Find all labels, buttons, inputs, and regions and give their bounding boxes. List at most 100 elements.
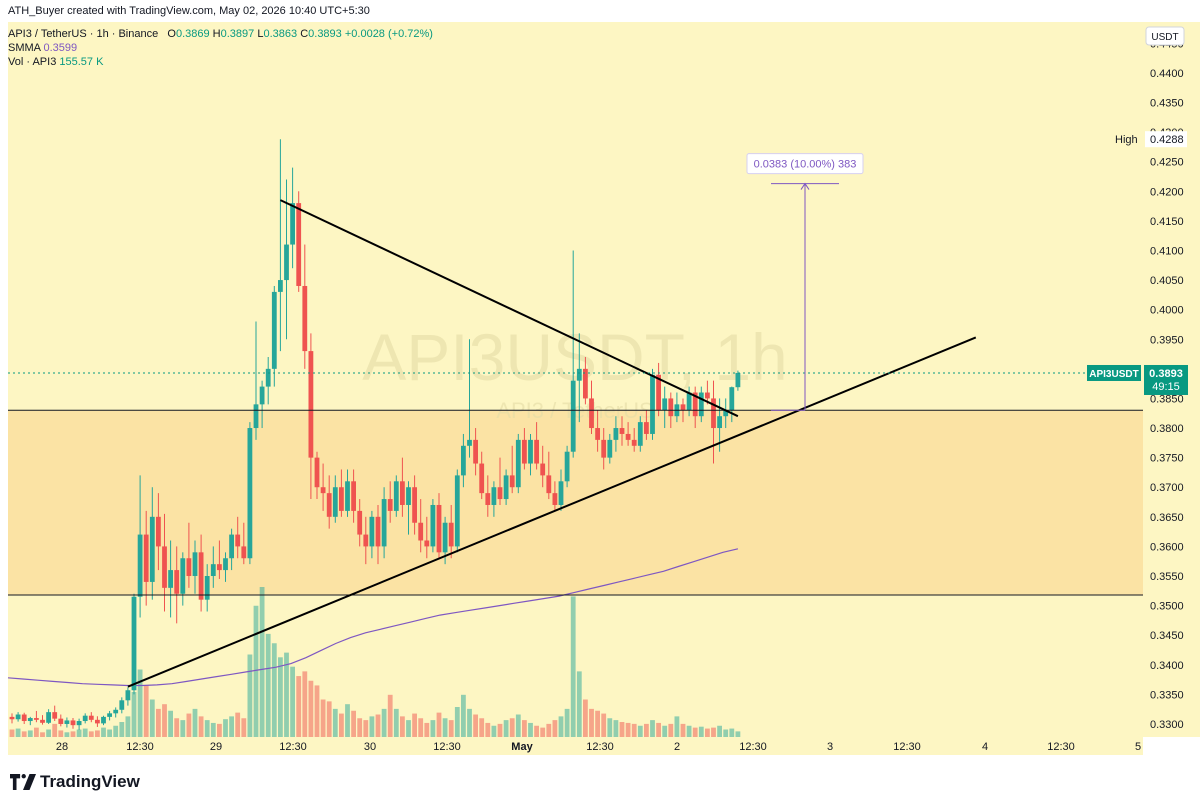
volume-bar (503, 720, 509, 737)
candles (9, 139, 741, 730)
candle-body (625, 433, 631, 440)
candle-body (558, 481, 564, 505)
volume-bar (461, 694, 466, 737)
candle-body (534, 439, 539, 464)
volume-bar (424, 722, 430, 737)
candle-body (369, 516, 375, 547)
volume-bar (229, 716, 234, 737)
volume-bar (345, 704, 350, 737)
symbol-line[interactable]: API3 / TetherUS · 1h · Binance (8, 28, 159, 40)
volume-bar (589, 708, 594, 737)
tradingview-logo-icon (10, 774, 36, 790)
candle-body (192, 552, 198, 577)
volume-bar (192, 708, 198, 737)
candle-body (698, 392, 704, 417)
candle-body (125, 690, 131, 701)
volume-bar (522, 720, 527, 737)
price-tick-label: 0.4200 (1150, 186, 1184, 198)
candle-body (156, 516, 161, 547)
volume-bar (485, 722, 491, 737)
smma-legend[interactable]: SMMA 0.3599 (8, 42, 77, 54)
volume-bar (21, 731, 27, 737)
volume-bar (698, 726, 704, 737)
candle-body (113, 709, 119, 714)
volume-bar (9, 729, 15, 737)
candle-body (235, 534, 241, 547)
volume-bar (180, 720, 186, 737)
candle-body (76, 721, 82, 726)
candle-body (424, 540, 430, 547)
candle-body (259, 386, 265, 405)
volume-bar (253, 605, 259, 737)
candle-body (34, 718, 39, 720)
volume-bar (479, 718, 485, 737)
candle-body (393, 481, 399, 511)
low-value: 0.3863 (263, 28, 298, 40)
candle-body (290, 203, 295, 245)
candle-body (412, 487, 417, 523)
candle-body (52, 712, 58, 719)
volume-bar (387, 694, 393, 737)
volume-bar (637, 725, 643, 737)
measure-label-box (746, 153, 864, 175)
last-price-value: 0.3893 (1149, 368, 1183, 380)
candle-body (491, 487, 497, 505)
candle-body (143, 534, 149, 582)
candle-body (680, 404, 686, 411)
candle-body (576, 368, 582, 381)
candle-body (448, 522, 454, 547)
price-tick-label: 0.3700 (1150, 482, 1184, 494)
candle-body (101, 716, 106, 724)
candle-body (705, 392, 710, 399)
volume-bar (186, 713, 192, 737)
volume-bar (64, 732, 70, 737)
tradingview-logo[interactable]: TradingView (10, 772, 140, 792)
volume-bar (448, 720, 454, 737)
volume-bar (339, 713, 344, 737)
volume-bar (558, 716, 564, 737)
volume-bar (381, 708, 387, 737)
candle-body (253, 404, 259, 429)
horizontal-lines (8, 409, 1143, 596)
volume-bar (40, 732, 45, 737)
volume-bar (400, 716, 405, 737)
volume-bar (406, 720, 411, 737)
candle-body (363, 534, 369, 547)
price-tick-label: 0.4050 (1150, 275, 1184, 287)
candle-body (613, 428, 619, 440)
candle-body (351, 481, 356, 511)
volume-bar (686, 725, 692, 737)
currency-button-label[interactable]: USDT (1151, 32, 1178, 43)
symbol-legend[interactable]: API3 / TetherUS · 1h · Binance O0.3869 H… (8, 28, 433, 40)
volume-legend[interactable]: Vol · API3 155.57 K (8, 56, 103, 68)
volume-bar (711, 727, 716, 737)
volume-bar (265, 633, 271, 737)
volume-bar (107, 729, 112, 737)
time-axis: 28 12:30 29 12:30 30 12:30 May 12:30 2 12:30 3 12:3… (56, 741, 1141, 753)
candle-body (95, 719, 100, 724)
candle-body (540, 463, 546, 476)
volume-bar (70, 731, 76, 737)
low-label: L (257, 28, 264, 40)
price-tick-label: 0.3550 (1150, 571, 1184, 583)
volume-bar (162, 704, 167, 737)
trendline[interactable] (127, 336, 977, 688)
candle-body (522, 439, 527, 464)
measure-label: 0.0383 (10.00%) 383 (754, 159, 857, 171)
volume-bar (82, 728, 88, 737)
smma-value: 0.3599 (43, 42, 78, 54)
volume-bar (137, 669, 143, 737)
time-tick-label: 12:30 (433, 741, 461, 753)
volume-bar (34, 727, 39, 737)
currency-button[interactable] (1145, 26, 1185, 46)
trendline[interactable] (279, 199, 739, 418)
time-tick-label: 5 (1135, 741, 1141, 753)
candle-body (485, 493, 491, 505)
volume-bar (101, 727, 106, 737)
volume-bar (705, 728, 710, 737)
volume-bar (131, 692, 137, 737)
volume-bar (583, 699, 588, 737)
candle-body (149, 516, 155, 582)
